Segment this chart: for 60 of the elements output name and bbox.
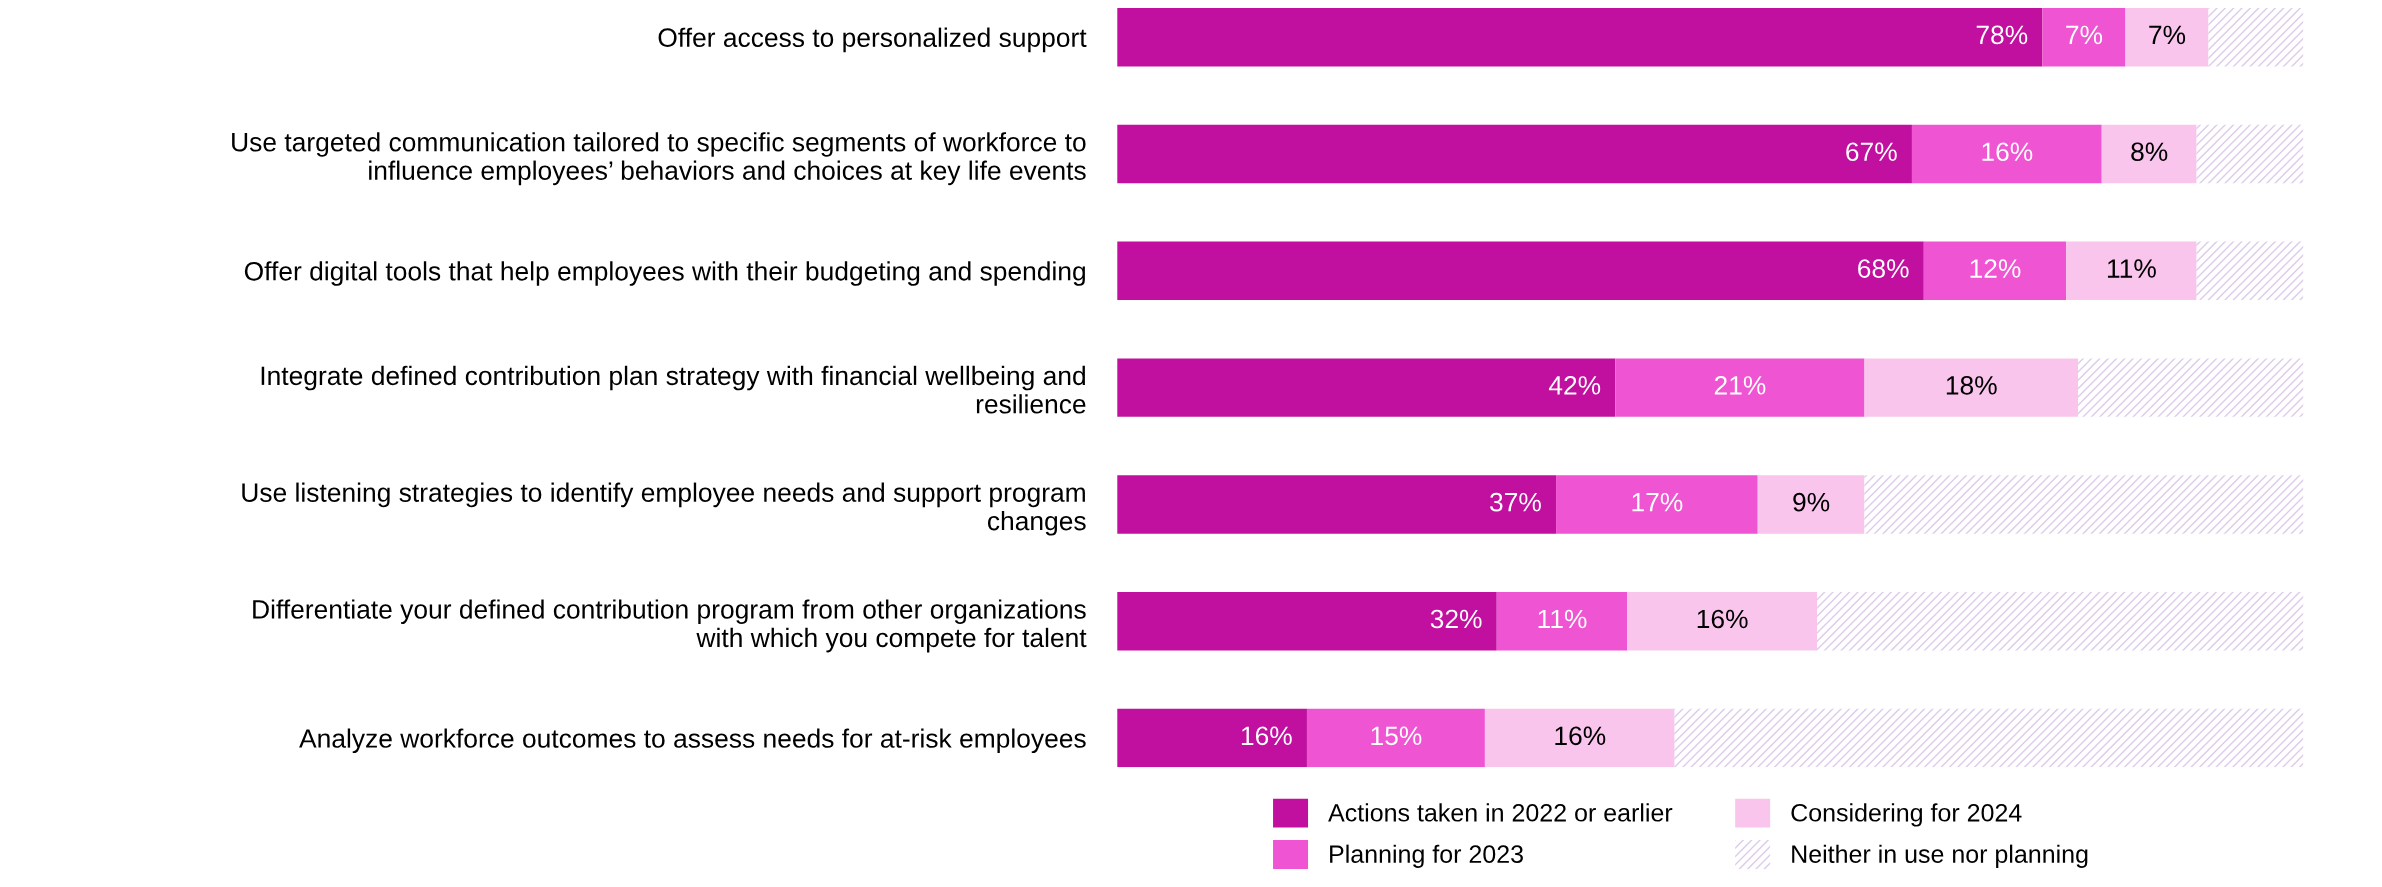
data-label: 21% [1714, 376, 1766, 395]
y-tick-label: Offer digital tools that help employees with their budgeting and spending [244, 261, 1085, 286]
bar [1117, 592, 1497, 651]
data-label: 7% [2149, 25, 2186, 45]
data-label: 16% [1697, 609, 1748, 629]
bar [1923, 241, 2067, 301]
data-label: 8% [2131, 142, 2168, 162]
bar [2196, 241, 2304, 301]
data-label: 78% [1976, 25, 2028, 45]
y-tick-label: Use listening strategies to identify employee needs and support program changes [242, 482, 1086, 536]
bar [1117, 7, 2043, 67]
data-label: 15% [1371, 726, 1422, 746]
bar [1864, 358, 2079, 417]
legend-label: Neither in use nor planning [1792, 844, 2088, 868]
bar [1674, 708, 2304, 768]
data-label: 42% [1548, 376, 1601, 395]
bar [1757, 475, 1865, 534]
bar [2196, 124, 2304, 184]
data-label: 18% [1946, 376, 1997, 395]
bar [1117, 708, 1307, 768]
bar [1306, 708, 1485, 768]
bar [1615, 358, 1865, 417]
legend-label: Actions taken in 2022 or earlier [1328, 803, 1673, 822]
bar [1496, 592, 1628, 651]
bar [1117, 358, 1616, 417]
data-label: 37% [1490, 492, 1541, 512]
bar [2066, 241, 2197, 301]
legend-label: Planning for 2023 [1330, 844, 1523, 868]
data-label: 68% [1858, 259, 1909, 278]
bar [2101, 124, 2197, 184]
data-label: 9% [1793, 492, 1830, 512]
data-label: 7% [2066, 25, 2103, 45]
bar [1484, 708, 1675, 768]
bar [2125, 7, 2209, 67]
bar [1911, 124, 2102, 184]
y-tick-label: Analyze workforce outcomes to assess needs for at-risk employees [299, 728, 1086, 754]
y-tick-label: Use targeted communication tailored to specific segments of workforce to influence employees’ behaviors and choices at key life events [232, 132, 1086, 186]
data-label: 16% [1555, 726, 1606, 746]
data-label: 16% [1982, 142, 2033, 162]
bar [2042, 7, 2126, 67]
data-label: 67% [1846, 142, 1897, 162]
data-label: 17% [1632, 492, 1683, 512]
bar [1864, 475, 2304, 534]
y-tick-label: Offer access to personalized support [658, 27, 1087, 53]
bar [2078, 358, 2304, 417]
bar [1817, 592, 2304, 651]
y-tick-label: Differentiate your defined contribution program from other organizations with which you compete for talent [253, 599, 1087, 653]
legend-label: Considering for 2024 [1791, 803, 2022, 827]
data-label: 32% [1430, 609, 1482, 629]
bar [1117, 124, 1912, 184]
bar [1556, 475, 1758, 534]
data-label: 11% [1538, 609, 1587, 629]
bar [2208, 7, 2304, 67]
bar [1117, 241, 1924, 301]
bar [1627, 592, 1818, 651]
bar [1117, 475, 1557, 534]
data-label: 16% [1241, 726, 1292, 746]
data-label: 12% [1970, 259, 2021, 278]
y-tick-label: Integrate defined contribution plan strategy with financial wellbeing and resilience [261, 365, 1086, 414]
data-label: 11% [2107, 259, 2156, 278]
